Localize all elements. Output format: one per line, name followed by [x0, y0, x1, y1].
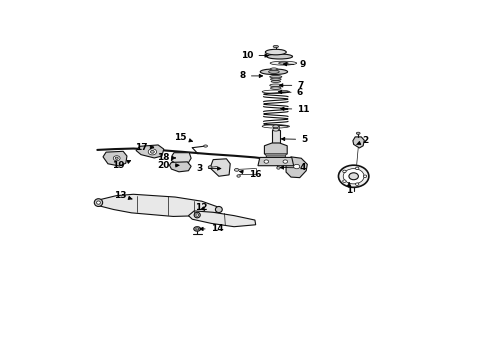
Polygon shape: [189, 211, 256, 227]
Text: 14: 14: [200, 224, 223, 233]
Ellipse shape: [343, 170, 346, 172]
Text: 19: 19: [112, 160, 131, 171]
Text: 4: 4: [280, 163, 306, 172]
Ellipse shape: [270, 68, 277, 70]
Ellipse shape: [194, 227, 200, 231]
Ellipse shape: [294, 164, 300, 169]
Ellipse shape: [349, 173, 358, 180]
Text: 16: 16: [240, 170, 261, 179]
Ellipse shape: [283, 160, 288, 163]
Polygon shape: [258, 157, 294, 166]
Text: 13: 13: [114, 190, 132, 199]
Ellipse shape: [273, 45, 278, 48]
Ellipse shape: [343, 180, 346, 183]
Text: 10: 10: [241, 51, 269, 60]
Polygon shape: [268, 160, 284, 162]
Ellipse shape: [216, 207, 222, 212]
Ellipse shape: [355, 183, 359, 185]
Ellipse shape: [273, 125, 279, 128]
Ellipse shape: [194, 212, 200, 218]
Ellipse shape: [270, 78, 281, 80]
Text: 7: 7: [279, 81, 304, 90]
Polygon shape: [273, 126, 279, 130]
Polygon shape: [98, 194, 219, 216]
Ellipse shape: [196, 228, 199, 230]
Polygon shape: [136, 145, 164, 158]
Text: 15: 15: [174, 133, 193, 142]
Polygon shape: [103, 151, 127, 166]
Ellipse shape: [339, 165, 369, 187]
Polygon shape: [272, 130, 280, 143]
Ellipse shape: [270, 61, 297, 65]
Polygon shape: [286, 157, 307, 177]
Ellipse shape: [269, 70, 279, 73]
Text: 20: 20: [158, 161, 179, 170]
Polygon shape: [172, 153, 191, 164]
Ellipse shape: [273, 128, 279, 131]
Polygon shape: [265, 154, 287, 156]
Text: 2: 2: [357, 136, 368, 145]
Polygon shape: [266, 156, 286, 158]
Text: 18: 18: [157, 153, 175, 162]
Ellipse shape: [364, 175, 367, 177]
Text: 5: 5: [281, 135, 307, 144]
Text: 6: 6: [278, 88, 303, 97]
Ellipse shape: [113, 156, 120, 161]
Ellipse shape: [270, 84, 282, 87]
Ellipse shape: [196, 214, 198, 216]
Text: 3: 3: [196, 164, 221, 173]
Ellipse shape: [148, 149, 157, 155]
Ellipse shape: [266, 49, 286, 55]
Text: 12: 12: [196, 203, 208, 212]
Ellipse shape: [234, 168, 239, 171]
Ellipse shape: [97, 201, 100, 204]
Text: 9: 9: [283, 60, 306, 69]
Ellipse shape: [264, 160, 269, 163]
Ellipse shape: [343, 168, 364, 184]
Ellipse shape: [115, 157, 118, 159]
Ellipse shape: [277, 167, 280, 169]
Polygon shape: [269, 162, 283, 164]
Polygon shape: [353, 137, 364, 148]
Text: 8: 8: [240, 71, 263, 80]
Ellipse shape: [204, 145, 207, 147]
Polygon shape: [267, 158, 285, 160]
Ellipse shape: [270, 87, 281, 89]
Text: 17: 17: [135, 143, 154, 152]
Polygon shape: [265, 143, 287, 154]
Ellipse shape: [271, 81, 281, 82]
Ellipse shape: [355, 167, 359, 170]
Text: 11: 11: [281, 105, 310, 114]
Ellipse shape: [279, 62, 288, 64]
Polygon shape: [210, 159, 230, 176]
Polygon shape: [170, 162, 191, 172]
Ellipse shape: [208, 166, 212, 168]
Ellipse shape: [270, 76, 282, 78]
Ellipse shape: [237, 175, 240, 177]
Ellipse shape: [94, 199, 102, 207]
Ellipse shape: [260, 69, 288, 75]
Ellipse shape: [150, 150, 154, 153]
Ellipse shape: [356, 132, 360, 134]
Ellipse shape: [267, 54, 293, 59]
Text: 1: 1: [346, 183, 352, 195]
